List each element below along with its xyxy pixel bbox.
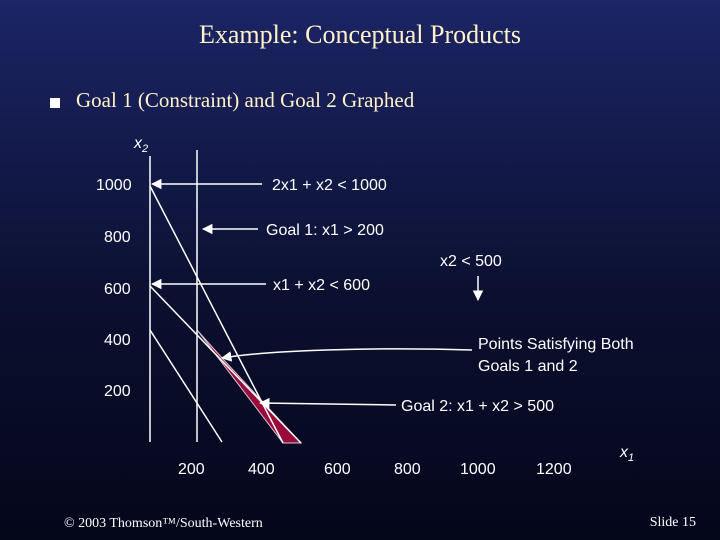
label-x1-x2-600: x1 + x2 < 600 <box>273 277 370 294</box>
x-tick-600: 600 <box>324 461 351 478</box>
slide-number: Slide 15 <box>649 515 696 530</box>
y-tick-800: 800 <box>104 229 131 246</box>
label-2x1-x2-1000: 2x1 + x2 < 1000 <box>272 177 387 194</box>
y-tick-200: 200 <box>104 383 131 400</box>
label-goal1: Goal 1: x1 > 200 <box>266 222 384 239</box>
x-tick-400: 400 <box>248 461 275 478</box>
y-axis-label: x2 <box>133 135 148 155</box>
goal2-line <box>149 329 223 443</box>
label-x2-500: x2 < 500 <box>440 253 502 270</box>
x-tick-800: 800 <box>394 461 421 478</box>
x-tick-1200: 1200 <box>536 461 572 478</box>
bullet-text: Goal 1 (Constraint) and Goal 2 Graphed <box>76 88 415 112</box>
x-axis-label: x1 <box>619 444 634 464</box>
x-tick-1000: 1000 <box>460 461 496 478</box>
bullet-square-icon <box>50 97 60 108</box>
label-goal2: Goal 2: x1 + x2 > 500 <box>401 398 554 415</box>
copyright-footer: © 2003 Thomson™/South-Western <box>64 516 263 531</box>
bullet-row: Goal 1 (Constraint) and Goal 2 Graphed <box>50 88 414 113</box>
y-tick-400: 400 <box>104 332 131 349</box>
label-points-line1: Points Satisfying Both <box>478 336 634 353</box>
slide-title: Example: Conceptual Products <box>198 20 522 49</box>
x-tick-200: 200 <box>178 461 205 478</box>
y-tick-600: 600 <box>104 281 131 298</box>
y-tick-1000: 1000 <box>96 177 132 194</box>
label-points-line2: Goals 1 and 2 <box>478 358 578 375</box>
arrow-points-satisfying <box>220 348 473 362</box>
arrow-goal2 <box>258 397 397 409</box>
constraint-x1-x2-600-line <box>149 285 302 444</box>
